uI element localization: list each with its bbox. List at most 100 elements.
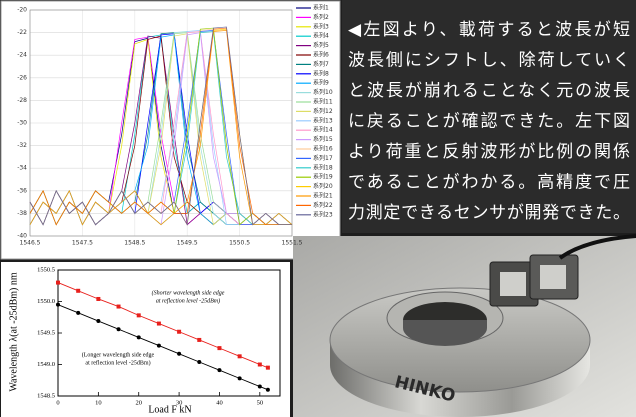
series-line	[57, 282, 269, 369]
x-tick-label: 1550.5	[229, 240, 250, 247]
legend-label: 系列22	[313, 201, 333, 209]
y-tick-label: 1550.5	[37, 266, 55, 273]
legend-label: 系列8	[313, 69, 329, 77]
y-tick-label: -20	[17, 7, 27, 14]
y-tick-label: -28	[17, 97, 27, 104]
x-tick-label: 0	[56, 399, 59, 406]
plot-frame	[29, 9, 293, 237]
annotation: (Longer wavelength side edge	[82, 351, 155, 358]
point	[237, 354, 242, 359]
point	[197, 359, 202, 364]
legend-label: 系列14	[313, 126, 333, 134]
text-panel	[342, 0, 636, 233]
point	[136, 335, 141, 340]
point	[156, 343, 161, 348]
y-tick-label: 1550.0	[37, 298, 55, 305]
series-line	[29, 29, 293, 226]
description-line: と波長が崩れることなく元の波長	[348, 81, 630, 101]
y-tick-label: 1548.5	[37, 392, 55, 399]
point	[177, 329, 182, 334]
y-tick-label: -30	[17, 120, 27, 127]
legend-label: 系列11	[313, 98, 333, 106]
legend-label: 系列4	[313, 32, 329, 40]
y-tick-label: -34	[17, 165, 27, 172]
y-tick-label: -22	[17, 29, 27, 36]
y-tick-label: -26	[17, 74, 27, 81]
description-line: ◀左図より、載荷すると波長が短	[348, 20, 630, 40]
point	[56, 280, 60, 285]
x-axis-label: Load F kN	[148, 404, 191, 415]
point	[217, 368, 222, 373]
annotation: at reflection level -25dBm)	[85, 359, 150, 366]
legend-label: 系列20	[313, 182, 333, 190]
y-tick-label: -24	[17, 52, 27, 59]
legend-label: 系列19	[313, 173, 333, 181]
point	[265, 387, 270, 392]
legend-label: 系列17	[313, 154, 333, 162]
legend-label: 系列3	[313, 22, 329, 30]
plot-frame	[57, 269, 281, 397]
y-tick-label: -38	[17, 210, 27, 217]
legend-label: 系列10	[313, 88, 333, 96]
series-line	[29, 26, 292, 226]
description-line: より荷重と反射波形が比例の関係	[348, 142, 630, 162]
series-line	[57, 304, 269, 391]
point	[96, 296, 101, 301]
series-line	[29, 27, 292, 226]
description-line: に戻ることが確認できた。左下図	[348, 112, 630, 132]
x-tick-label: 1551.5	[282, 240, 303, 247]
point	[76, 310, 81, 315]
y-tick-label: -32	[17, 142, 27, 149]
point	[96, 319, 101, 324]
photo: HINKO	[293, 234, 636, 417]
y-tick-label: -36	[17, 187, 27, 194]
point	[265, 365, 270, 370]
y-tick-label: -40	[17, 233, 27, 240]
x-tick-label: 30	[176, 399, 183, 406]
legend-label: 系列2	[313, 13, 329, 21]
legend-label: 系列12	[313, 107, 333, 115]
y-axis-label: Wavelength λ(at -25dBm) nm	[8, 272, 19, 392]
point	[116, 327, 121, 332]
point	[177, 351, 182, 356]
legend-label: 系列5	[313, 41, 329, 49]
x-tick-label: 1547.5	[72, 240, 93, 247]
x-tick-label: 50	[257, 399, 264, 406]
x-tick-label: 1546.5	[20, 240, 41, 247]
legend-label: 系列21	[313, 192, 333, 200]
point	[257, 384, 262, 389]
y-tick-label: 1549.5	[37, 329, 55, 336]
y-tick-label: 1549.0	[37, 361, 55, 368]
description-line: 力測定できるセンサが開発できた。	[348, 203, 630, 223]
annotation: at reflection level -25dBm)	[156, 297, 220, 304]
legend-label: 系列7	[313, 60, 329, 68]
x-tick-label: 1548.5	[124, 240, 145, 247]
point	[156, 321, 161, 326]
point	[136, 313, 141, 318]
x-tick-label: 10	[95, 399, 102, 406]
point	[217, 346, 222, 351]
legend-label: 系列9	[313, 79, 329, 87]
legend-label: 系列15	[313, 135, 333, 143]
point	[197, 337, 202, 342]
point	[257, 362, 262, 367]
legend-label: 系列18	[313, 163, 333, 171]
description-line: であることがわかる。高精度で圧	[348, 173, 630, 193]
point	[116, 304, 121, 309]
point	[76, 288, 81, 293]
load-chart-panel	[1, 262, 290, 417]
legend-label: 系列6	[313, 51, 329, 59]
legend-label: 系列23	[313, 210, 333, 218]
annotation: (Shorter wavelength side edge	[152, 289, 225, 296]
x-tick-label: 1549.5	[177, 240, 198, 247]
point	[237, 376, 242, 381]
legend-label: 系列13	[313, 116, 333, 124]
legend-label: 系列1	[313, 4, 329, 12]
legend-label: 系列16	[313, 145, 333, 153]
description-line: 波長側にシフトし、除荷していく	[348, 51, 630, 71]
spectrum-panel	[0, 0, 341, 260]
point	[56, 302, 60, 307]
x-tick-label: 40	[216, 399, 223, 406]
x-tick-label: 20	[135, 399, 142, 406]
